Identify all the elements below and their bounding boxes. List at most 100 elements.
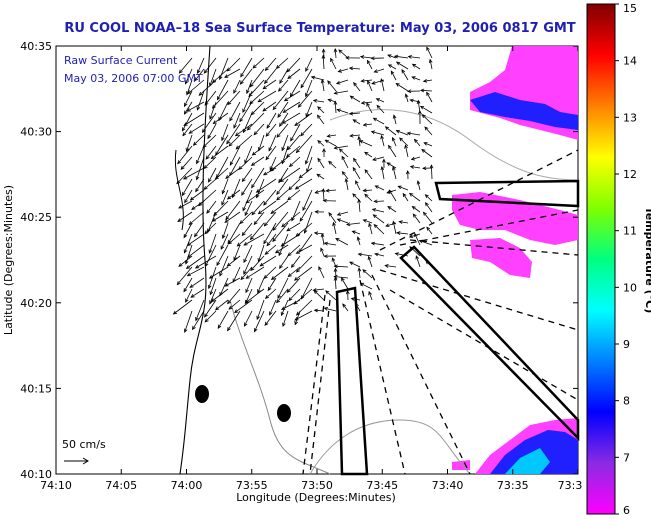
current-vector bbox=[392, 114, 397, 125]
current-vector bbox=[216, 244, 229, 267]
current-vector bbox=[387, 64, 397, 70]
current-vector bbox=[356, 236, 361, 246]
current-vector bbox=[195, 178, 205, 193]
current-vector bbox=[287, 266, 301, 278]
current-vector bbox=[411, 63, 421, 70]
x-tick-label: 73:3 bbox=[558, 479, 583, 492]
current-vector bbox=[312, 99, 325, 103]
current-vector bbox=[281, 134, 289, 152]
current-vector bbox=[280, 299, 301, 310]
ship-lanes bbox=[302, 149, 580, 476]
current-vector bbox=[333, 145, 349, 150]
current-vector bbox=[385, 222, 397, 227]
current-vector bbox=[249, 68, 265, 88]
current-vector bbox=[263, 211, 277, 227]
current-vector bbox=[428, 58, 433, 70]
current-vector bbox=[426, 46, 433, 59]
current-vector bbox=[207, 123, 217, 140]
y-tick-label: 40:25 bbox=[20, 211, 52, 224]
current-vector bbox=[324, 139, 337, 147]
current-vector bbox=[249, 90, 265, 105]
current-vector bbox=[370, 130, 385, 136]
current-vector bbox=[380, 166, 385, 180]
current-vector bbox=[182, 167, 205, 180]
current-vector bbox=[226, 255, 241, 267]
current-vector bbox=[287, 68, 301, 80]
current-vector bbox=[321, 54, 326, 70]
current-vector bbox=[303, 211, 313, 234]
current-vector bbox=[186, 101, 205, 112]
current-vector bbox=[246, 112, 265, 131]
current-vector bbox=[256, 299, 265, 321]
current-vector bbox=[204, 222, 217, 235]
current-vector bbox=[184, 68, 193, 85]
current-vector bbox=[212, 112, 229, 125]
current-vector bbox=[224, 68, 241, 78]
colorbar-tick-label: 14 bbox=[623, 55, 637, 68]
y-tick-label: 40:35 bbox=[20, 40, 52, 53]
isobath bbox=[329, 109, 579, 181]
current-vector bbox=[294, 310, 313, 321]
current-vector bbox=[245, 266, 265, 279]
current-vector bbox=[390, 70, 397, 81]
current-vector bbox=[290, 123, 301, 142]
lane-box bbox=[335, 286, 369, 476]
current-vector bbox=[352, 166, 361, 180]
current-vector bbox=[282, 310, 289, 327]
current-vector bbox=[242, 90, 253, 113]
current-vector bbox=[372, 117, 385, 125]
current-vector bbox=[404, 144, 409, 158]
current-vector bbox=[367, 255, 373, 268]
current-vector bbox=[387, 54, 397, 59]
current-vector bbox=[210, 288, 229, 303]
current-vector bbox=[264, 57, 277, 72]
current-vector bbox=[366, 102, 373, 114]
current-vector bbox=[323, 307, 337, 312]
current-vector bbox=[316, 173, 325, 180]
current-vector bbox=[252, 57, 265, 69]
current-vector bbox=[208, 233, 217, 254]
current-vector bbox=[362, 219, 373, 224]
current-vector bbox=[253, 123, 265, 136]
current-vector bbox=[388, 189, 397, 202]
current-vector bbox=[243, 244, 253, 264]
y-tick-label: 40:10 bbox=[20, 468, 52, 481]
current-vector bbox=[368, 222, 373, 235]
current-vector bbox=[349, 133, 361, 138]
current-vector bbox=[337, 68, 349, 73]
current-vector bbox=[362, 188, 373, 193]
current-vector bbox=[322, 198, 337, 203]
current-vector bbox=[226, 123, 241, 145]
x-tick-label: 73:55 bbox=[236, 479, 268, 492]
current-vector bbox=[216, 79, 229, 101]
current-vector bbox=[225, 167, 241, 179]
current-vector bbox=[406, 131, 421, 136]
current-vector bbox=[418, 109, 422, 125]
current-vector bbox=[177, 145, 193, 165]
current-vector bbox=[382, 158, 386, 169]
current-vector bbox=[299, 200, 313, 222]
y-tick-label: 40:15 bbox=[20, 382, 52, 395]
current-vector bbox=[374, 185, 385, 191]
current-vector bbox=[426, 226, 433, 235]
current-vector bbox=[397, 185, 409, 191]
current-vector bbox=[349, 95, 361, 103]
current-vector bbox=[412, 213, 421, 224]
current-vector bbox=[411, 76, 421, 81]
current-vector bbox=[244, 288, 265, 304]
current-vector bbox=[277, 277, 289, 300]
current-vector bbox=[208, 266, 229, 279]
current-vector bbox=[305, 57, 313, 72]
colorbar-tick-label: 6 bbox=[623, 504, 630, 517]
current-vector bbox=[395, 129, 409, 136]
lane-dashed bbox=[399, 209, 579, 246]
colorbar-tick-label: 15 bbox=[623, 2, 637, 15]
current-vector bbox=[209, 277, 217, 296]
current-vector bbox=[221, 222, 229, 240]
current-vector bbox=[207, 211, 217, 233]
current-vector bbox=[205, 145, 217, 160]
current-vector bbox=[414, 232, 421, 246]
current-vector bbox=[246, 79, 253, 95]
current-vector bbox=[262, 101, 277, 112]
current-vector bbox=[392, 166, 397, 180]
